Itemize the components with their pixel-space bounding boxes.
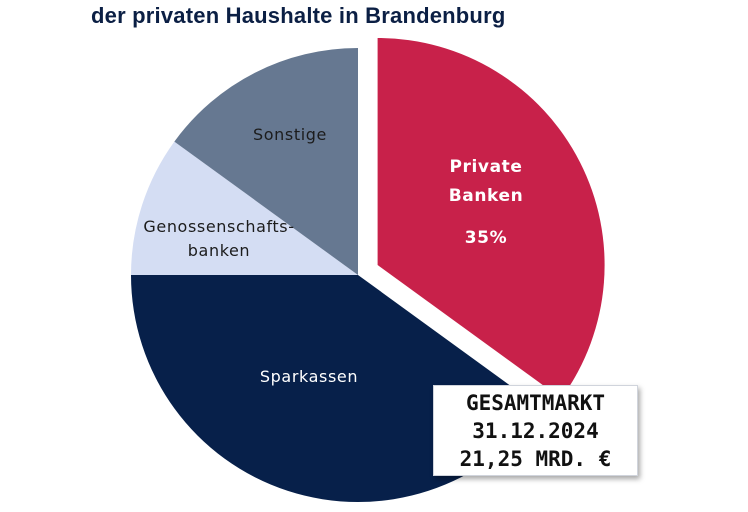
slice-label: Private	[449, 157, 522, 177]
slice-label: Sparkassen	[260, 367, 358, 386]
slice-label: banken	[188, 241, 250, 260]
slice-value-label: 35%	[465, 228, 508, 248]
slice-label: Genossenschafts-	[143, 217, 294, 236]
total-market-volume: 21,25 MRD. €	[459, 446, 612, 471]
slice-label: Sonstige	[253, 125, 327, 144]
pie-slice-genossenschafts-banken	[131, 141, 358, 275]
pie-slice-sonstige	[174, 48, 358, 275]
total-market-date: 31.12.2024	[472, 418, 599, 443]
chart-title: der privaten Haushalte in Brandenburg	[91, 3, 506, 28]
slice-label: Banken	[449, 186, 524, 206]
total-market-heading: GESAMTMARKT	[465, 390, 606, 415]
pie-slice-private-banken	[377, 38, 605, 399]
total-market-box: GESAMTMARKT 31.12.2024 21,25 MRD. €	[433, 385, 638, 476]
